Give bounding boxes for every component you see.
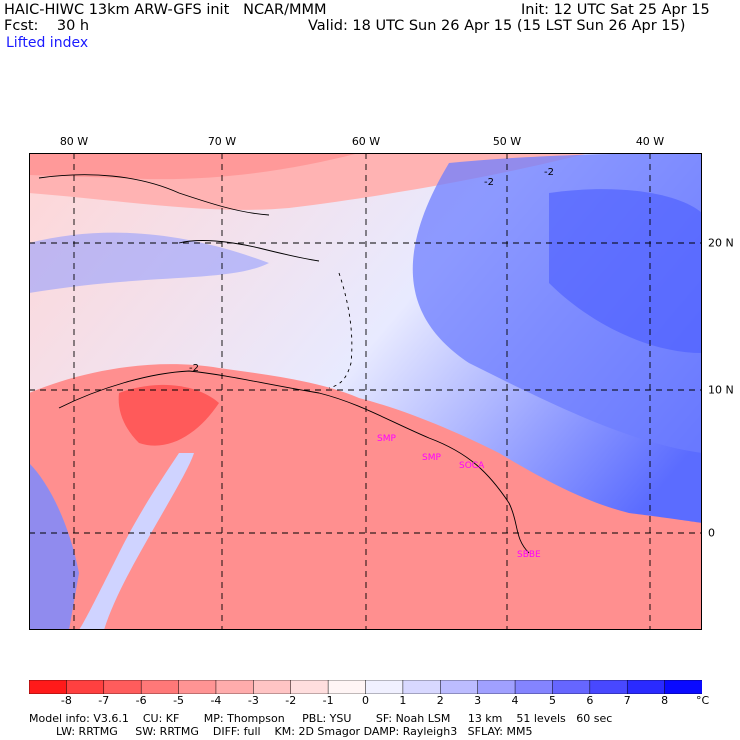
colorbar-tick-label: -8 xyxy=(60,694,72,707)
hispaniola-coastline xyxy=(178,240,320,262)
colorbar-tick-label: -4 xyxy=(210,694,222,707)
colombia-core-instability xyxy=(118,384,219,446)
init-time: Init: 12 UTC Sat 25 Apr 15 xyxy=(521,2,710,18)
lifted-index-map: -2 -2 -2 SMP SMP SOCA SBBE xyxy=(29,153,702,630)
lat-label-10n: 10 N xyxy=(708,383,734,397)
colorbar-tick-label: -7 xyxy=(98,694,110,707)
south-america-coastline xyxy=(58,370,530,554)
colorbar-swatch xyxy=(514,680,554,694)
colorbar-tick-label: 6 xyxy=(586,694,594,707)
contour-label: -2 xyxy=(484,177,494,188)
contour-label: -2 xyxy=(189,363,199,374)
colorbar-tick-label: 2 xyxy=(436,694,444,707)
forecast-hour: Fcst: 30 h xyxy=(4,18,90,34)
colorbar-swatch xyxy=(103,680,142,694)
colorbar-tick-label: 7 xyxy=(623,694,631,707)
colorbar-swatch xyxy=(664,680,702,694)
colorbar-tick-label: -5 xyxy=(173,694,185,707)
lon-label-80w: 80 W xyxy=(59,135,89,148)
south-america-unstable xyxy=(29,364,702,630)
map-frame xyxy=(29,153,702,630)
colorbar-tick-label: -3 xyxy=(247,694,259,707)
colorbar-swatch xyxy=(215,680,255,694)
model-info-line2: LW: RRTMG SW: RRTMG DIFF: full KM: 2D Sm… xyxy=(56,725,533,738)
colorbar-tick-label: 1 xyxy=(399,694,407,707)
colorbar-swatch xyxy=(66,680,105,694)
colorbar-tick-label: 0 xyxy=(362,694,369,707)
colorbar-tick-label: -1 xyxy=(322,694,334,707)
colorbar-unit: °C xyxy=(696,694,710,707)
atlantic-core-stable xyxy=(549,189,702,353)
lat-label-0: 0 xyxy=(708,526,715,540)
lon-label-60w: 60 W xyxy=(351,135,381,148)
colorbar-swatch xyxy=(402,680,442,694)
caribbean-stable-streak xyxy=(29,232,269,293)
model-title: HAIC-HIWC 13km ARW-GFS init NCAR/MMM xyxy=(4,2,327,18)
colorbar-swatch xyxy=(178,680,217,694)
colorbar-tick-label: -2 xyxy=(285,694,297,707)
colorbar-swatch xyxy=(589,680,628,694)
colorbar-tick-label: 8 xyxy=(661,694,669,707)
latlon-grid xyxy=(29,153,702,630)
lon-label-50w: 50 W xyxy=(492,135,522,148)
model-info-line1: Model info: V3.6.1 CU: KF MP: Thompson P… xyxy=(29,712,613,725)
colorbar-tick-label: 5 xyxy=(548,694,556,707)
colorbar-tick-label: 3 xyxy=(474,694,482,707)
lat-label-20n: 20 N xyxy=(708,236,734,250)
colorbar-swatch xyxy=(290,680,329,694)
colorbar-swatch xyxy=(327,680,367,694)
colorbar-swatch xyxy=(477,680,516,694)
field-name: Lifted index xyxy=(6,35,89,51)
andes-stable-ridge xyxy=(79,453,194,630)
colorbar-swatch xyxy=(140,680,180,694)
valid-time: Valid: 18 UTC Sun 26 Apr 15 (15 LST Sun … xyxy=(308,18,686,34)
northern-core-band xyxy=(29,153,359,180)
lon-label-70w: 70 W xyxy=(207,135,237,148)
station-soca: SOCA xyxy=(459,461,485,471)
colorbar-swatch xyxy=(626,680,666,694)
colorbar-swatch xyxy=(440,680,479,694)
lon-label-40w: 40 W xyxy=(635,135,665,148)
colorbar xyxy=(29,680,702,694)
station-sbbe: SBBE xyxy=(517,550,541,560)
colorbar-swatch xyxy=(29,680,68,694)
colorbar-tick-label: 4 xyxy=(511,694,519,707)
colorbar-swatch xyxy=(365,680,404,694)
contour-label: -2 xyxy=(544,167,554,178)
cuba-coastline xyxy=(38,174,270,216)
colorbar-swatch xyxy=(552,680,591,694)
colorbar-tick-label: -6 xyxy=(135,694,147,707)
lesser-antilles-coastline xyxy=(328,272,353,389)
colorbar-swatch xyxy=(253,680,292,694)
station-smp: SMP xyxy=(377,434,396,444)
station-smp-2: SMP xyxy=(422,453,441,463)
pacific-stable-region xyxy=(29,463,79,630)
